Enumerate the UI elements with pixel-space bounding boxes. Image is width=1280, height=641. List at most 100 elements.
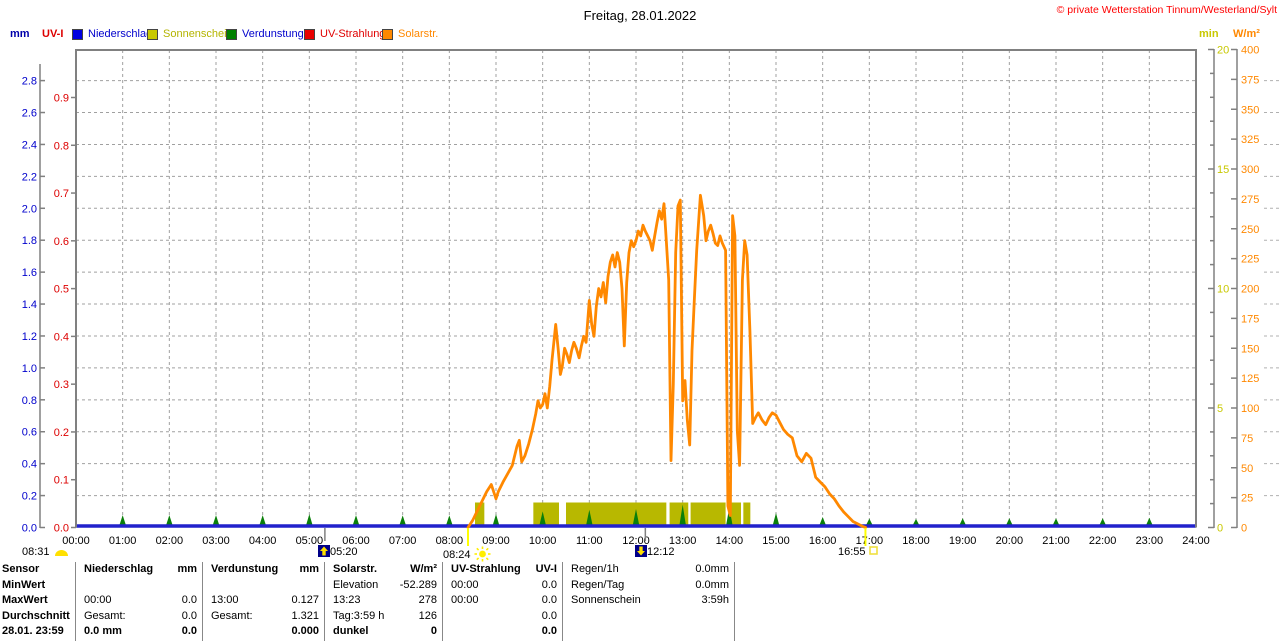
tick-label: 12:00 (622, 535, 650, 547)
legend-swatch-icon (382, 28, 393, 40)
legend-item-solarstr: Solarstr. (382, 28, 438, 40)
cell-label: 00:00 (451, 578, 479, 591)
column-header: Niederschlag mm (76, 562, 202, 578)
axis-caption-uvi: UV-I (42, 28, 64, 40)
sunshine-bar (533, 502, 559, 525)
summary-cell: Sonnenschein 3:59h (563, 593, 734, 609)
tick-label: 0.6 (22, 427, 37, 439)
tick-label: 0 (1217, 523, 1223, 535)
moonset-marker: 08:31 (22, 546, 69, 558)
evaporation-spike (119, 515, 126, 525)
tick-label: 00:00 (62, 535, 90, 547)
tick-label: 24:00 (1182, 535, 1210, 547)
tick-label: 175 (1241, 313, 1259, 325)
tick-label: 22:00 (1089, 535, 1117, 547)
legend-swatch-icon (226, 28, 237, 40)
tick-label: 20:00 (996, 535, 1024, 547)
tick-label: 50 (1241, 463, 1253, 475)
cell-value: mm (299, 563, 319, 575)
data-cell: 13:00 0.127 (203, 593, 324, 609)
table-column: Verdunstung mm 13:00 0.127 Gesamt: 1.321 0.000 (203, 562, 325, 641)
tick-label: 08:00 (436, 535, 464, 547)
legend-label: Niederschlag (88, 28, 153, 40)
column-header: Verdunstung mm (203, 562, 324, 578)
tick-label: 350 (1241, 104, 1259, 116)
evaporation-spike (586, 509, 593, 525)
data-cell: 0.000 (203, 624, 324, 640)
table-column: Sensor MinWert MaxWert Durchschnitt 28.01. 2… (0, 562, 76, 641)
cell-label: 13:00 (211, 594, 239, 607)
evaporation-spike (352, 515, 360, 525)
table-column: Solarstr. W/m² Elevation -52.289 13:23 278 Tag… (325, 562, 443, 641)
tick-label: 02:00 (156, 535, 184, 547)
evaporation-spike (539, 511, 546, 525)
cell-value: 0.0 (541, 609, 557, 622)
sunrise-time: 08:24 (443, 549, 471, 561)
tick-label: 14:00 (716, 535, 744, 547)
cell-value: 0.000 (291, 625, 319, 638)
moonrise-marker: 05:20 (318, 545, 358, 558)
cell-value: 0.0 (181, 609, 197, 622)
tick-label: 200 (1241, 284, 1259, 296)
cell-value: 0.127 (291, 594, 319, 607)
tick-label: 21:00 (1042, 535, 1070, 547)
tick-label: 01:00 (109, 535, 137, 547)
tick-label: 1.6 (22, 267, 37, 279)
tick-label: 5 (1217, 403, 1223, 415)
cell-label: dunkel (333, 625, 369, 638)
tick-label: 23:00 (1136, 535, 1164, 547)
cell-label: Regen/1h (571, 563, 619, 575)
tick-label: 1.0 (22, 363, 37, 375)
cell-value: 0.0 (181, 594, 197, 607)
tick-label: 0.4 (54, 331, 69, 343)
tick-label: 400 (1241, 45, 1259, 57)
tick-label: 0.2 (22, 491, 37, 503)
data-cell: dunkel 0 (325, 624, 442, 640)
tick-label: 03:00 (202, 535, 230, 547)
cell-value: 0.0mm (695, 563, 729, 575)
data-cell: 0.0 (443, 609, 562, 625)
legend-item-niederschlag: Niederschlag (72, 28, 152, 40)
cell-label: 28.01. 23:59 (2, 625, 64, 638)
tick-label: 05:00 (296, 535, 324, 547)
tick-label: 17:00 (856, 535, 884, 547)
sunset-icon (868, 546, 878, 555)
cell-label: Verdunstung (211, 563, 279, 575)
legend-swatch-icon (304, 28, 315, 40)
evaporation-spike (166, 515, 173, 525)
tick-label: 15:00 (762, 535, 790, 547)
evaporation-spike (679, 504, 686, 525)
evaporation-spike (772, 513, 780, 525)
tick-label: 1.4 (22, 299, 37, 311)
sunshine-bar (475, 502, 485, 525)
legend-label: Verdunstung (242, 28, 304, 40)
evaporation-spike (1052, 518, 1060, 525)
cell-value: W/m² (410, 563, 437, 575)
legend-swatch-icon (72, 28, 83, 40)
evaporation-spike (632, 509, 640, 525)
data-cell: 0.0 (443, 624, 562, 640)
tick-label: 10 (1217, 284, 1229, 296)
data-cell: Tag:3:59 h 126 (325, 609, 442, 625)
legend-label: Solarstr. (398, 28, 439, 40)
table-column: UV-Strahlung UV-I 00:00 0.0 00:00 0.0 0.0 0.0 (443, 562, 563, 641)
tick-label: 0.5 (54, 284, 69, 296)
sunshine-bar (729, 502, 741, 525)
tick-label: 0 (1241, 523, 1247, 535)
tick-label: 11:00 (576, 535, 603, 547)
legend-swatch-icon (147, 28, 158, 40)
tick-label: 375 (1241, 74, 1259, 86)
tick-label: 06:00 (342, 535, 370, 547)
row-header: Sensor (0, 562, 75, 578)
tick-label: 225 (1241, 254, 1259, 266)
moon-culmination-marker: 12:12 (635, 545, 675, 558)
tick-label: 100 (1241, 403, 1259, 415)
axis-caption-mm: mm (10, 28, 30, 40)
cell-label: 00:00 (84, 594, 112, 607)
tick-label: 18:00 (902, 535, 930, 547)
legend-label: UV-Strahlung (320, 28, 386, 40)
cell-label: 00:00 (451, 594, 479, 607)
axis-caption-wm2: W/m² (1233, 28, 1260, 40)
tick-label: 0.8 (54, 140, 69, 152)
